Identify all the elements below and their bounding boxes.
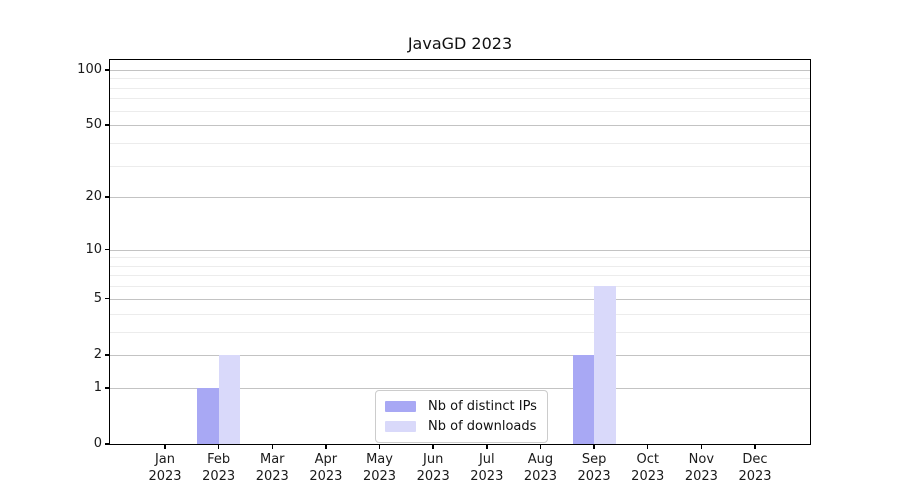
legend-item-distinct-ips: Nb of distinct IPs	[385, 396, 537, 416]
x-tick	[164, 444, 166, 449]
bar-nb-of-downloads-feb	[218, 354, 241, 444]
x-tick-label: Dec 2023	[738, 452, 772, 484]
gridline-minor	[110, 142, 810, 144]
x-tick	[646, 444, 649, 449]
x-tick	[593, 444, 595, 449]
x-tick-label: Mar 2023	[255, 452, 289, 484]
gridline-minor	[110, 98, 810, 100]
gridline-minor	[110, 313, 810, 315]
legend-swatch-distinct-ips	[385, 400, 416, 412]
legend-item-downloads: Nb of downloads	[385, 416, 537, 436]
x-tick-label: Jul 2023	[470, 452, 504, 484]
x-tick	[700, 444, 703, 449]
bar-nb-of-downloads-sep	[594, 286, 616, 444]
y-tick	[104, 248, 110, 251]
gridline-minor	[110, 87, 810, 89]
x-tick-label: Nov 2023	[684, 452, 718, 484]
x-tick-label: Feb 2023	[202, 452, 236, 484]
gridline-minor	[110, 110, 810, 112]
x-tick	[754, 444, 756, 449]
gridline-minor	[110, 257, 810, 259]
x-tick	[432, 444, 434, 449]
x-tick-label: Oct 2023	[631, 452, 665, 484]
chart-title: JavaGD 2023	[407, 34, 513, 53]
gridline-minor	[110, 331, 810, 333]
y-tick-label: 2	[93, 346, 102, 362]
x-tick	[378, 444, 381, 449]
x-tick-label: Aug 2023	[523, 452, 557, 484]
gridline-major	[110, 354, 810, 356]
gridline-major	[110, 387, 810, 389]
bar-nb-of-distinct-ips-feb	[197, 387, 219, 444]
x-tick-label: Jan 2023	[148, 452, 182, 484]
gridline-minor	[110, 165, 810, 167]
y-tick-label: 50	[85, 117, 102, 133]
y-tick-label: 1	[93, 379, 102, 395]
x-tick	[325, 444, 327, 449]
x-tick	[271, 444, 274, 449]
gridline-minor	[110, 265, 810, 267]
gridline-minor	[110, 275, 810, 277]
x-tick-label: Apr 2023	[309, 452, 343, 484]
y-tick	[104, 387, 110, 389]
x-tick	[539, 444, 542, 449]
gridline-minor	[110, 78, 810, 80]
y-tick-label: 5	[93, 290, 102, 306]
y-tick-label: 20	[85, 189, 102, 205]
y-tick	[104, 69, 110, 71]
y-tick-label: 0	[93, 436, 102, 451]
gridline-major	[110, 197, 810, 199]
legend-label-downloads: Nb of downloads	[428, 418, 537, 434]
legend: Nb of distinct IPs Nb of downloads	[375, 390, 548, 443]
y-tick-label: 10	[85, 241, 102, 257]
y-tick	[104, 297, 110, 300]
legend-label-distinct-ips: Nb of distinct IPs	[428, 398, 537, 414]
y-tick	[104, 443, 110, 445]
plot-area	[110, 60, 810, 444]
y-tick	[104, 354, 110, 356]
x-tick	[217, 444, 220, 449]
gridline-major	[110, 69, 810, 71]
x-tick-label: Sep 2023	[577, 452, 611, 484]
legend-swatch-downloads	[385, 420, 416, 432]
bar-nb-of-distinct-ips-sep	[572, 354, 595, 444]
gridline-major	[110, 125, 810, 127]
y-tick	[104, 196, 110, 198]
y-tick	[104, 124, 110, 126]
x-tick-label: May 2023	[362, 452, 397, 484]
gridline-minor	[110, 286, 810, 288]
gridline-major	[110, 298, 810, 300]
x-tick	[486, 444, 488, 449]
gridline-major	[110, 249, 810, 251]
y-tick-label: 100	[77, 61, 102, 77]
x-tick-label: Jun 2023	[416, 452, 450, 484]
